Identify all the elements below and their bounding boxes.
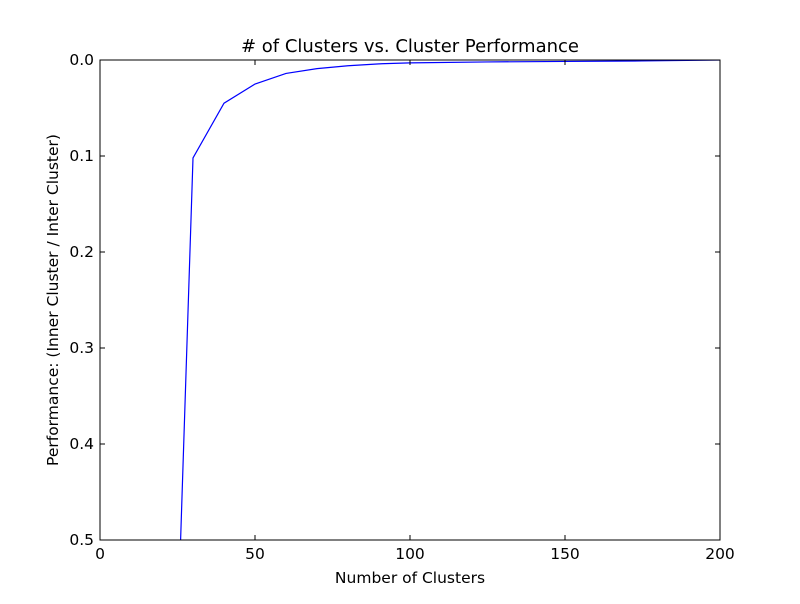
plot-area: 0 50 100 150 200 0.0 0.1 0.2 0.3 0.4 0.5 bbox=[69, 51, 734, 563]
y-tick-label: 0.5 bbox=[69, 531, 94, 549]
y-tick-label: 0.1 bbox=[69, 147, 94, 165]
y-tick-label: 0.3 bbox=[69, 339, 94, 357]
x-tick-label: 0 bbox=[95, 545, 105, 563]
x-tick-label: 200 bbox=[705, 545, 735, 563]
series-line-0 bbox=[180, 60, 720, 540]
x-tick-label: 100 bbox=[395, 545, 425, 563]
chart-title: # of Clusters vs. Cluster Performance bbox=[241, 36, 579, 57]
x-axis-label: Number of Clusters bbox=[335, 569, 485, 587]
y-tick-label: 0.4 bbox=[69, 435, 94, 453]
y-axis-label: Performance: (Inner Cluster / Inter Clus… bbox=[44, 134, 62, 466]
y-tick-label: 0.2 bbox=[69, 243, 94, 261]
plot-frame bbox=[99, 59, 721, 541]
x-tick-label: 150 bbox=[550, 545, 580, 563]
x-tick-label: 50 bbox=[245, 545, 265, 563]
y-tick-label: 0.0 bbox=[69, 51, 94, 69]
